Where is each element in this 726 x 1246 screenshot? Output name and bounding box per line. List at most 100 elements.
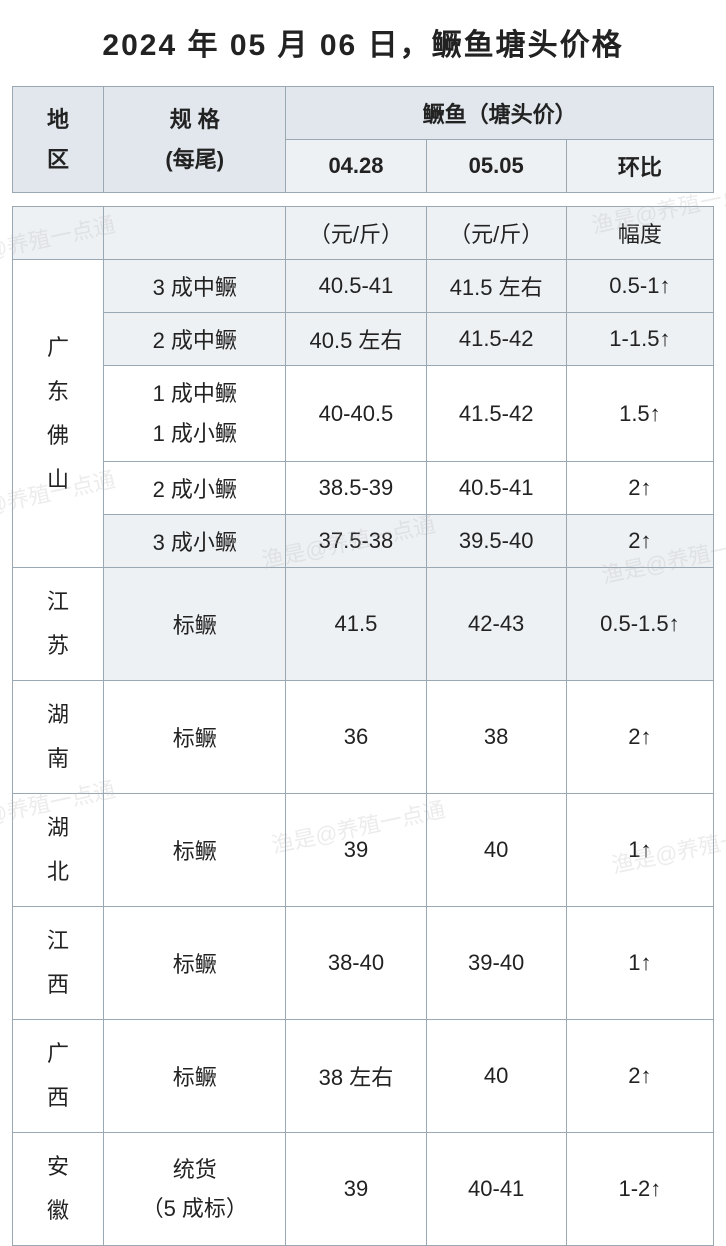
table-row: 2 成小鳜 38.5-39 40.5-41 2↑ bbox=[13, 462, 714, 515]
cell-p2: 41.5-42 bbox=[426, 313, 566, 366]
cell-p1: 40.5 左右 bbox=[286, 313, 426, 366]
th-spec-l2: (每尾) bbox=[108, 140, 281, 180]
cell-spec-l2: 1 成小鳜 bbox=[108, 414, 281, 454]
region-char: 安 bbox=[15, 1145, 101, 1189]
subhdr-unit1: （元/斤） bbox=[286, 207, 426, 260]
cell-spec: 2 成小鳜 bbox=[104, 462, 286, 515]
region-cell-jx: 江 西 bbox=[13, 907, 104, 1020]
spacer-row bbox=[13, 193, 714, 207]
table-row: 江 苏 标鳜 41.5 42-43 0.5-1.5↑ bbox=[13, 568, 714, 681]
table-row: 安 徽 统货 （5 成标） 39 40-41 1-2↑ bbox=[13, 1133, 714, 1246]
cell-spec: 统货 （5 成标） bbox=[104, 1133, 286, 1246]
region-char: 苏 bbox=[15, 624, 101, 668]
subhdr-region-blank bbox=[13, 207, 104, 260]
th-spec: 规 格 (每尾) bbox=[104, 87, 286, 193]
region-cell-hb: 湖 北 bbox=[13, 794, 104, 907]
th-date1: 04.28 bbox=[286, 140, 426, 193]
region-char: 广 bbox=[15, 1032, 101, 1076]
subhdr-unit2: （元/斤） bbox=[426, 207, 566, 260]
cell-p2: 40.5-41 bbox=[426, 462, 566, 515]
cell-spec-l2: （5 成标） bbox=[108, 1189, 281, 1229]
th-region-l1: 地 bbox=[17, 100, 99, 140]
cell-spec: 标鳜 bbox=[104, 794, 286, 907]
th-change: 环比 bbox=[566, 140, 713, 193]
table-row: 广 东 佛 山 3 成中鳜 40.5-41 41.5 左右 0.5-1↑ bbox=[13, 260, 714, 313]
cell-chg: 1↑ bbox=[566, 794, 713, 907]
cell-p2: 38 bbox=[426, 681, 566, 794]
cell-chg: 0.5-1↑ bbox=[566, 260, 713, 313]
subhdr-spec-blank bbox=[104, 207, 286, 260]
cell-chg: 2↑ bbox=[566, 515, 713, 568]
region-char: 湖 bbox=[15, 806, 101, 850]
cell-spec: 标鳜 bbox=[104, 907, 286, 1020]
region-char: 江 bbox=[15, 580, 101, 624]
cell-p2: 41.5-42 bbox=[426, 366, 566, 462]
region-cell-gd: 广 东 佛 山 bbox=[13, 260, 104, 568]
region-char: 山 bbox=[15, 458, 101, 502]
table-row: 湖 北 标鳜 39 40 1↑ bbox=[13, 794, 714, 907]
cell-chg: 1-2↑ bbox=[566, 1133, 713, 1246]
cell-chg: 1↑ bbox=[566, 907, 713, 1020]
table-row: 3 成小鳜 37.5-38 39.5-40 2↑ bbox=[13, 515, 714, 568]
cell-p1: 38-40 bbox=[286, 907, 426, 1020]
cell-p1: 40-40.5 bbox=[286, 366, 426, 462]
region-char: 北 bbox=[15, 850, 101, 894]
cell-p2: 42-43 bbox=[426, 568, 566, 681]
cell-spec: 2 成中鳜 bbox=[104, 313, 286, 366]
th-spec-l1: 规 格 bbox=[108, 100, 281, 140]
table-row: 1 成中鳜 1 成小鳜 40-40.5 41.5-42 1.5↑ bbox=[13, 366, 714, 462]
region-cell-hn: 湖 南 bbox=[13, 681, 104, 794]
th-price-group: 鳜鱼（塘头价） bbox=[286, 87, 714, 140]
region-char: 徽 bbox=[15, 1189, 101, 1233]
cell-p2: 41.5 左右 bbox=[426, 260, 566, 313]
cell-spec: 标鳜 bbox=[104, 1020, 286, 1133]
table-subheader-row: （元/斤） （元/斤） 幅度 bbox=[13, 207, 714, 260]
cell-p1: 39 bbox=[286, 794, 426, 907]
cell-p2: 40-41 bbox=[426, 1133, 566, 1246]
subhdr-amp: 幅度 bbox=[566, 207, 713, 260]
cell-p1: 39 bbox=[286, 1133, 426, 1246]
cell-p1: 38 左右 bbox=[286, 1020, 426, 1133]
th-region-l2: 区 bbox=[17, 140, 99, 180]
region-cell-ah: 安 徽 bbox=[13, 1133, 104, 1246]
region-char: 湖 bbox=[15, 693, 101, 737]
cell-spec: 1 成中鳜 1 成小鳜 bbox=[104, 366, 286, 462]
region-char: 江 bbox=[15, 919, 101, 963]
th-date2: 05.05 bbox=[426, 140, 566, 193]
region-cell-js: 江 苏 bbox=[13, 568, 104, 681]
cell-chg: 2↑ bbox=[566, 462, 713, 515]
region-char: 南 bbox=[15, 737, 101, 781]
cell-chg: 0.5-1.5↑ bbox=[566, 568, 713, 681]
region-char: 东 bbox=[15, 370, 101, 414]
region-char: 西 bbox=[15, 1076, 101, 1120]
region-char: 广 bbox=[15, 326, 101, 370]
region-char: 佛 bbox=[15, 414, 101, 458]
table-row: 湖 南 标鳜 36 38 2↑ bbox=[13, 681, 714, 794]
table-row: 广 西 标鳜 38 左右 40 2↑ bbox=[13, 1020, 714, 1133]
cell-spec: 3 成小鳜 bbox=[104, 515, 286, 568]
cell-chg: 2↑ bbox=[566, 1020, 713, 1133]
cell-p2: 39.5-40 bbox=[426, 515, 566, 568]
cell-chg: 1.5↑ bbox=[566, 366, 713, 462]
table-row: 江 西 标鳜 38-40 39-40 1↑ bbox=[13, 907, 714, 1020]
region-char: 西 bbox=[15, 963, 101, 1007]
cell-p2: 40 bbox=[426, 794, 566, 907]
table-row: 2 成中鳜 40.5 左右 41.5-42 1-1.5↑ bbox=[13, 313, 714, 366]
cell-p1: 38.5-39 bbox=[286, 462, 426, 515]
cell-spec: 3 成中鳜 bbox=[104, 260, 286, 313]
cell-spec-l1: 1 成中鳜 bbox=[108, 374, 281, 414]
cell-spec-l1: 统货 bbox=[108, 1150, 281, 1190]
cell-p2: 40 bbox=[426, 1020, 566, 1133]
table-header-row: 地 区 规 格 (每尾) 鳜鱼（塘头价） bbox=[13, 87, 714, 140]
price-table: 地 区 规 格 (每尾) 鳜鱼（塘头价） 04.28 05.05 环比 （元/斤… bbox=[12, 86, 714, 1246]
cell-spec: 标鳜 bbox=[104, 681, 286, 794]
cell-spec: 标鳜 bbox=[104, 568, 286, 681]
cell-p1: 40.5-41 bbox=[286, 260, 426, 313]
region-cell-gx: 广 西 bbox=[13, 1020, 104, 1133]
cell-p2: 39-40 bbox=[426, 907, 566, 1020]
cell-p1: 41.5 bbox=[286, 568, 426, 681]
cell-p1: 37.5-38 bbox=[286, 515, 426, 568]
th-region: 地 区 bbox=[13, 87, 104, 193]
cell-chg: 1-1.5↑ bbox=[566, 313, 713, 366]
cell-chg: 2↑ bbox=[566, 681, 713, 794]
